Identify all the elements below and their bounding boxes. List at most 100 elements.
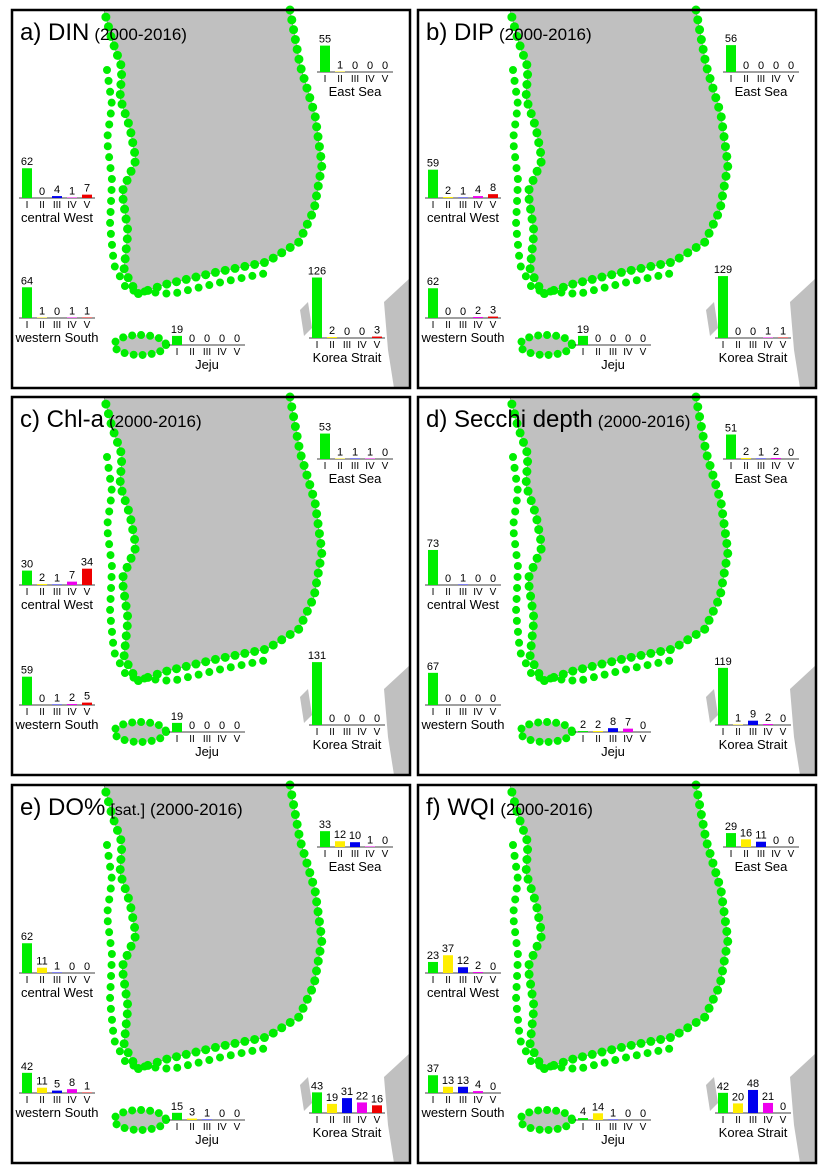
- value-label: 16: [371, 1093, 383, 1105]
- bar: [372, 336, 382, 338]
- grade-label: V: [84, 200, 91, 211]
- value-label: 5: [54, 1079, 60, 1091]
- grade-label: III: [53, 320, 61, 331]
- value-label: 64: [21, 275, 33, 287]
- value-label: 20: [732, 1091, 744, 1103]
- bar: [82, 702, 92, 705]
- grade-label: IV: [67, 200, 77, 211]
- value-label: 0: [382, 60, 388, 72]
- grade-label: V: [780, 727, 787, 738]
- grade-label: I: [316, 340, 319, 351]
- grade-label: IV: [67, 707, 77, 718]
- grade-label: II: [329, 1115, 335, 1126]
- value-label: 19: [171, 711, 183, 723]
- grade-label: I: [432, 975, 435, 986]
- grade-label: III: [351, 849, 359, 860]
- panel-title: d) Secchi depth (2000-2016): [426, 406, 690, 433]
- grade-label: V: [640, 1122, 647, 1133]
- region-name: Korea Strait: [313, 737, 382, 752]
- bar: [172, 722, 182, 732]
- bar: [428, 961, 438, 973]
- grade-label: V: [374, 340, 381, 351]
- value-label: 31: [341, 1086, 353, 1098]
- bar: [22, 1072, 32, 1093]
- value-label: 42: [21, 1061, 33, 1073]
- region-name: central West: [21, 985, 93, 1000]
- grade-label: I: [432, 320, 435, 331]
- grade-label: I: [176, 347, 179, 358]
- grade-label: II: [39, 587, 45, 598]
- bar: [312, 277, 322, 338]
- value-label: 0: [382, 447, 388, 459]
- bar: [327, 1103, 337, 1113]
- grade-label: III: [53, 707, 61, 718]
- bar: [22, 943, 32, 973]
- value-label: 1: [460, 573, 466, 585]
- bar: [372, 1105, 382, 1113]
- value-label: 2: [580, 719, 586, 731]
- grade-label: III: [609, 734, 617, 745]
- value-label: 0: [595, 333, 601, 345]
- grade-label: IV: [473, 975, 483, 986]
- value-label: 2: [765, 712, 771, 724]
- grade-label: IV: [623, 734, 633, 745]
- value-label: 62: [21, 156, 33, 168]
- value-label: 4: [54, 184, 60, 196]
- value-label: 1: [765, 326, 771, 338]
- region-name: western South: [420, 330, 504, 345]
- grade-label: V: [640, 734, 647, 745]
- grade-label: III: [749, 1115, 757, 1126]
- bar: [443, 1086, 453, 1093]
- value-label: 1: [69, 306, 75, 318]
- value-label: 19: [577, 324, 589, 336]
- grade-label: V: [490, 320, 497, 331]
- grade-label: V: [84, 975, 91, 986]
- grade-label: V: [490, 707, 497, 718]
- grade-label: II: [743, 849, 749, 860]
- grade-label: III: [53, 1095, 61, 1106]
- panel-title: b) DIP (2000-2016): [426, 19, 592, 46]
- value-label: 62: [427, 276, 439, 288]
- value-label: 7: [69, 570, 75, 582]
- value-label: 37: [442, 943, 454, 955]
- value-label: 1: [54, 693, 60, 705]
- region-name: western South: [420, 1105, 504, 1120]
- grade-label: V: [490, 200, 497, 211]
- bar: [608, 728, 618, 732]
- grade-label: III: [749, 340, 757, 351]
- value-label: 0: [750, 326, 756, 338]
- grade-label: II: [743, 461, 749, 472]
- panel-border: [416, 8, 818, 390]
- bar: [428, 549, 438, 585]
- title: a) DIN: [20, 19, 89, 46]
- bar: [578, 1118, 588, 1120]
- grade-label: IV: [763, 1115, 773, 1126]
- grade-label: I: [176, 1122, 179, 1133]
- grade-label: IV: [357, 1115, 367, 1126]
- value-label: 0: [640, 1108, 646, 1120]
- value-label: 0: [374, 713, 380, 725]
- grade-label: IV: [217, 734, 227, 745]
- grade-label: I: [316, 1115, 319, 1126]
- value-label: 2: [773, 446, 779, 458]
- grade-label: III: [609, 347, 617, 358]
- grade-label: I: [26, 707, 29, 718]
- grade-label: II: [189, 347, 195, 358]
- value-label: 0: [189, 333, 195, 345]
- grade-label: IV: [67, 975, 77, 986]
- grade-label: I: [26, 975, 29, 986]
- grade-label: III: [459, 1095, 467, 1106]
- grade-label: V: [84, 587, 91, 598]
- value-label: 30: [21, 559, 33, 571]
- bar: [718, 1092, 728, 1113]
- title: b) DIP: [426, 19, 494, 46]
- bar: [428, 288, 438, 318]
- grade-label: I: [730, 74, 733, 85]
- panel-border: [10, 783, 412, 1165]
